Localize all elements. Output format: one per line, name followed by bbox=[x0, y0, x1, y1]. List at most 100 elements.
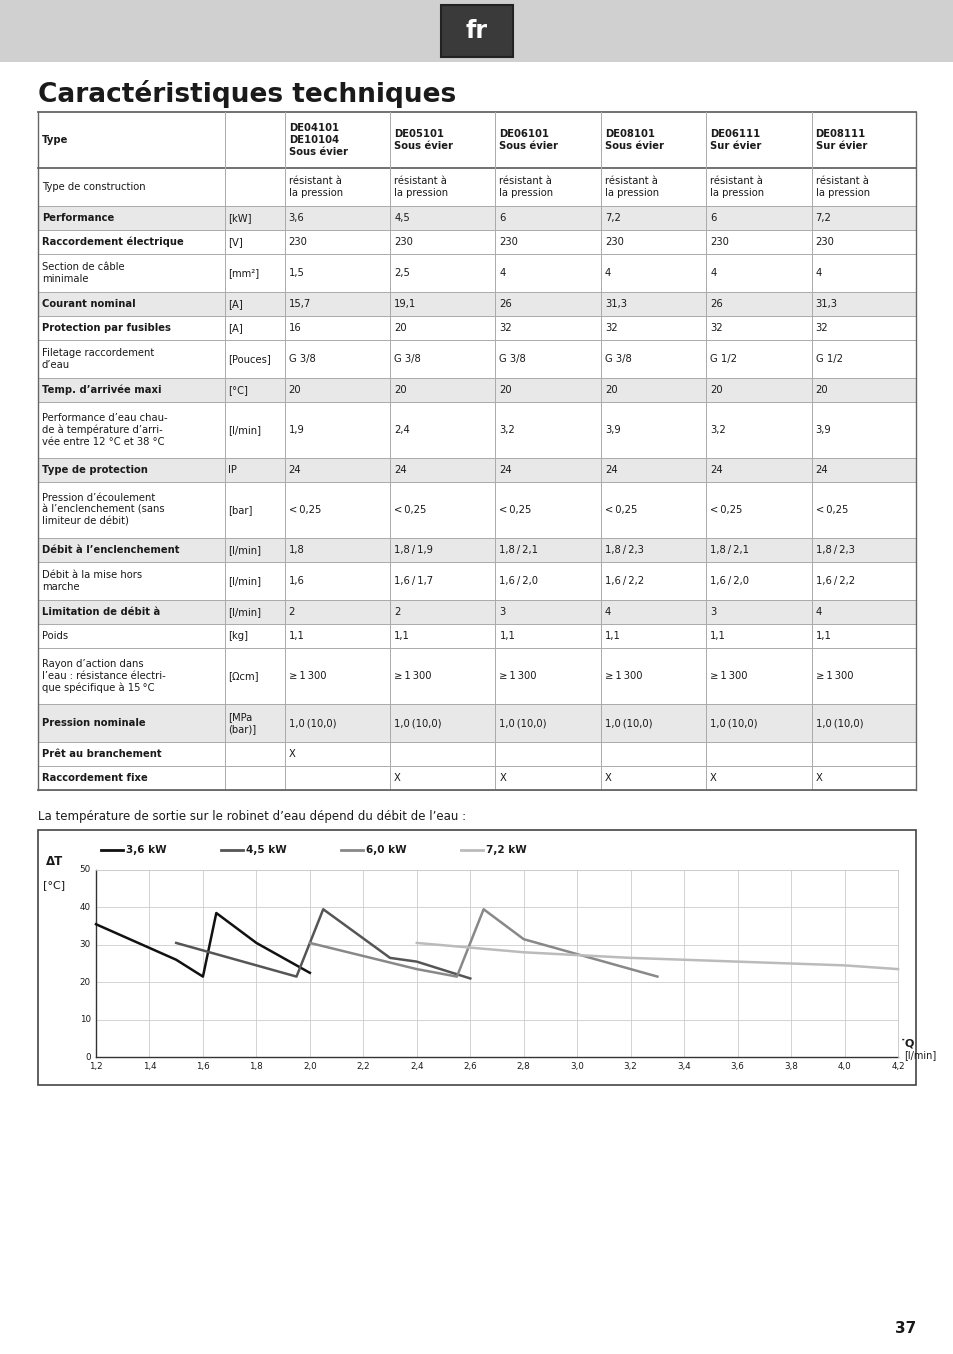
Text: 6: 6 bbox=[499, 213, 505, 223]
Text: 20: 20 bbox=[815, 385, 827, 395]
Text: ≥ 1 300: ≥ 1 300 bbox=[499, 672, 537, 681]
Text: < 0,25: < 0,25 bbox=[394, 505, 426, 515]
Bar bbox=[38, 292, 915, 315]
Bar bbox=[38, 830, 915, 1085]
Text: 24: 24 bbox=[604, 464, 617, 475]
Text: 20: 20 bbox=[80, 978, 91, 987]
Text: Débit à l’enclenchement: Débit à l’enclenchement bbox=[42, 546, 179, 555]
Text: Type de construction: Type de construction bbox=[42, 181, 146, 192]
Text: Limitation de débit à: Limitation de débit à bbox=[42, 607, 160, 617]
Text: 230: 230 bbox=[394, 237, 413, 246]
Text: 4,5: 4,5 bbox=[394, 213, 410, 223]
Text: 7,2: 7,2 bbox=[815, 213, 830, 223]
Text: [l/min]: [l/min] bbox=[903, 1049, 935, 1060]
Text: 20: 20 bbox=[289, 385, 301, 395]
Text: ̇Q: ̇Q bbox=[905, 1039, 915, 1048]
Text: 4: 4 bbox=[815, 607, 821, 617]
Text: 1,8 / 1,9: 1,8 / 1,9 bbox=[394, 546, 433, 555]
Text: 20: 20 bbox=[604, 385, 617, 395]
Text: Protection par fusibles: Protection par fusibles bbox=[42, 324, 171, 333]
Text: X: X bbox=[815, 773, 821, 783]
Text: 2,6: 2,6 bbox=[463, 1062, 476, 1071]
Text: 2: 2 bbox=[289, 607, 294, 617]
Text: DE08111
Sur évier: DE08111 Sur évier bbox=[815, 129, 866, 152]
Text: DE08101
Sous évier: DE08101 Sous évier bbox=[604, 129, 663, 152]
Text: 1,9: 1,9 bbox=[289, 425, 304, 435]
Bar bbox=[38, 378, 915, 402]
Text: 31,3: 31,3 bbox=[815, 299, 837, 309]
Text: 230: 230 bbox=[709, 237, 728, 246]
Text: DE04101
DE10104
Sous évier: DE04101 DE10104 Sous évier bbox=[289, 123, 347, 157]
Text: La température de sortie sur le robinet d’eau dépend du débit de l’eau :: La température de sortie sur le robinet … bbox=[38, 810, 466, 823]
Bar bbox=[38, 458, 915, 482]
Text: 3,6 kW: 3,6 kW bbox=[126, 845, 167, 854]
Text: résistant à
la pression: résistant à la pression bbox=[709, 176, 763, 198]
Text: 31,3: 31,3 bbox=[604, 299, 626, 309]
Text: < 0,25: < 0,25 bbox=[499, 505, 531, 515]
Text: Rayon d’action dans
l’eau : résistance électri-
que spécifique à 15 °C: Rayon d’action dans l’eau : résistance é… bbox=[42, 658, 166, 693]
Text: 32: 32 bbox=[709, 324, 722, 333]
Text: Temp. d’arrivée maxi: Temp. d’arrivée maxi bbox=[42, 385, 161, 395]
Text: [kg]: [kg] bbox=[228, 631, 248, 640]
Text: 1,6: 1,6 bbox=[196, 1062, 210, 1071]
Text: 1,0 (10,0): 1,0 (10,0) bbox=[709, 718, 757, 728]
Text: [l/min]: [l/min] bbox=[228, 546, 261, 555]
Text: 3,2: 3,2 bbox=[709, 425, 725, 435]
Text: G 3/8: G 3/8 bbox=[604, 353, 631, 364]
Text: 24: 24 bbox=[499, 464, 512, 475]
Text: 1,8: 1,8 bbox=[250, 1062, 263, 1071]
Text: 1,0 (10,0): 1,0 (10,0) bbox=[499, 718, 546, 728]
Text: 3: 3 bbox=[499, 607, 505, 617]
Text: G 3/8: G 3/8 bbox=[499, 353, 526, 364]
Text: Caractéristiques techniques: Caractéristiques techniques bbox=[38, 80, 456, 108]
Text: résistant à
la pression: résistant à la pression bbox=[394, 176, 448, 198]
Text: 7,2: 7,2 bbox=[604, 213, 620, 223]
Text: G 3/8: G 3/8 bbox=[289, 353, 315, 364]
Text: 230: 230 bbox=[604, 237, 623, 246]
Text: Filetage raccordement
d’eau: Filetage raccordement d’eau bbox=[42, 348, 154, 370]
Text: 20: 20 bbox=[394, 385, 406, 395]
Text: Raccordement fixe: Raccordement fixe bbox=[42, 773, 148, 783]
Bar bbox=[440, 5, 513, 57]
Text: Poids: Poids bbox=[42, 631, 68, 640]
Text: fr: fr bbox=[465, 19, 488, 43]
Bar bbox=[38, 600, 915, 624]
Text: [bar]: [bar] bbox=[228, 505, 253, 515]
Text: ≥ 1 300: ≥ 1 300 bbox=[394, 672, 431, 681]
Text: 15,7: 15,7 bbox=[289, 299, 311, 309]
Text: 230: 230 bbox=[289, 237, 307, 246]
Bar bbox=[38, 538, 915, 562]
Text: 4,5 kW: 4,5 kW bbox=[246, 845, 287, 854]
Bar bbox=[0, 0, 953, 62]
Text: < 0,25: < 0,25 bbox=[289, 505, 321, 515]
Text: 1,8 / 2,3: 1,8 / 2,3 bbox=[815, 546, 854, 555]
Text: Prêt au branchement: Prêt au branchement bbox=[42, 749, 161, 760]
Text: IP: IP bbox=[228, 464, 236, 475]
Text: 40: 40 bbox=[80, 903, 91, 911]
Text: 6,0 kW: 6,0 kW bbox=[366, 845, 406, 854]
Text: 3,8: 3,8 bbox=[783, 1062, 797, 1071]
Text: G 3/8: G 3/8 bbox=[394, 353, 420, 364]
Text: X: X bbox=[709, 773, 717, 783]
Text: 20: 20 bbox=[499, 385, 512, 395]
Text: 1,1: 1,1 bbox=[709, 631, 725, 640]
Text: [mm²]: [mm²] bbox=[228, 268, 259, 278]
Text: résistant à
la pression: résistant à la pression bbox=[499, 176, 553, 198]
Text: 32: 32 bbox=[815, 324, 827, 333]
Text: 1,4: 1,4 bbox=[143, 1062, 156, 1071]
Text: 30: 30 bbox=[80, 940, 91, 949]
Text: 0: 0 bbox=[85, 1052, 91, 1062]
Text: ≥ 1 300: ≥ 1 300 bbox=[604, 672, 641, 681]
Text: 24: 24 bbox=[394, 464, 406, 475]
Text: Section de câble
minimale: Section de câble minimale bbox=[42, 263, 125, 284]
Text: Pression d’écoulement
à l’enclenchement (sans
limiteur de débit): Pression d’écoulement à l’enclenchement … bbox=[42, 493, 165, 527]
Text: DE06101
Sous évier: DE06101 Sous évier bbox=[499, 129, 558, 152]
Text: 3,2: 3,2 bbox=[499, 425, 515, 435]
Text: 1,0 (10,0): 1,0 (10,0) bbox=[289, 718, 335, 728]
Text: 1,8 / 2,1: 1,8 / 2,1 bbox=[499, 546, 537, 555]
Text: 3,0: 3,0 bbox=[570, 1062, 583, 1071]
Text: [°C]: [°C] bbox=[43, 880, 65, 890]
Text: < 0,25: < 0,25 bbox=[604, 505, 637, 515]
Text: 32: 32 bbox=[499, 324, 512, 333]
Text: 20: 20 bbox=[394, 324, 406, 333]
